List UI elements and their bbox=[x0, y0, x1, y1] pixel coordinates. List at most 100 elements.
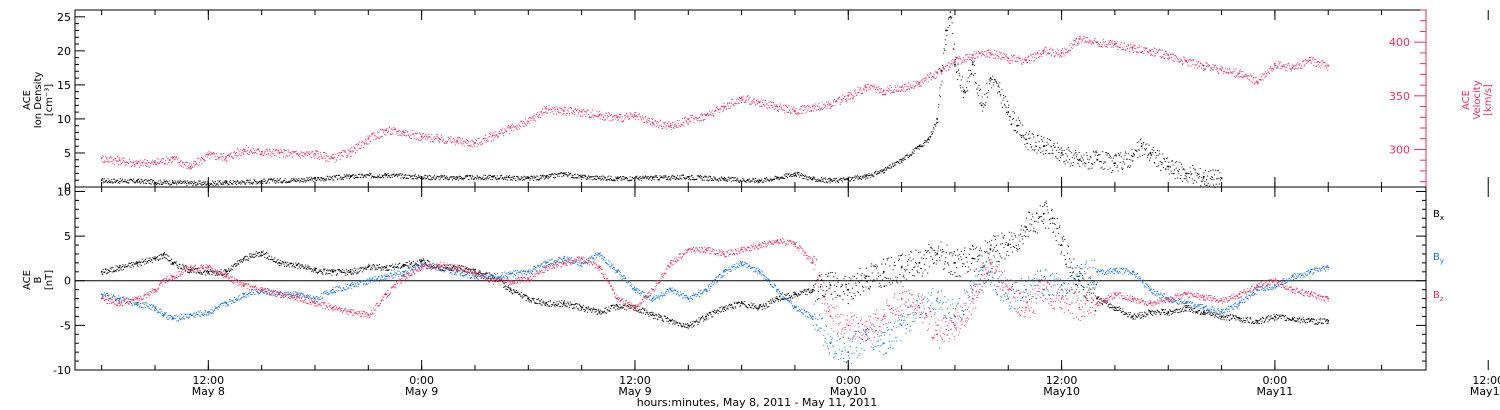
density-fill-dot bbox=[176, 180, 178, 182]
field-tick-label: -5 bbox=[60, 319, 71, 332]
density-fill-dot bbox=[404, 175, 406, 177]
velocity-fill-dot bbox=[372, 133, 374, 135]
velocity-fill-dot bbox=[152, 163, 154, 165]
velocity-fill-dot bbox=[498, 131, 500, 133]
density-fill-dot bbox=[860, 175, 862, 177]
velocity-fill-dot bbox=[481, 142, 483, 144]
density-fill-dot bbox=[229, 181, 231, 183]
density-fill-dot bbox=[729, 177, 731, 179]
density-fill-dot bbox=[1042, 150, 1044, 152]
velocity-point bbox=[545, 107, 547, 110]
velocity-fill-dot bbox=[186, 161, 188, 163]
velocity-fill-dot bbox=[1105, 46, 1107, 48]
velocity-fill-dot bbox=[106, 161, 108, 163]
velocity-fill-dot bbox=[235, 155, 237, 157]
density-fill-dot bbox=[193, 183, 195, 185]
velocity-fill-dot bbox=[503, 135, 505, 137]
density-fill-dot bbox=[157, 182, 159, 184]
velocity-fill-dot bbox=[953, 59, 955, 61]
velocity-fill-dot bbox=[1062, 48, 1064, 50]
velocity-fill-dot bbox=[562, 113, 564, 115]
velocity-fill-dot bbox=[267, 153, 269, 155]
velocity-fill-dot bbox=[423, 135, 425, 137]
bx-fill-dot bbox=[217, 271, 219, 273]
velocity-fill-dot bbox=[324, 152, 326, 154]
density-fill-dot bbox=[493, 176, 495, 178]
density-fill-dot bbox=[909, 154, 911, 156]
velocity-fill-dot bbox=[321, 157, 323, 159]
density-fill-dot bbox=[805, 178, 807, 180]
bx-fill-dot bbox=[153, 258, 155, 260]
velocity-fill-dot bbox=[1008, 57, 1010, 59]
velocity-fill-dot bbox=[352, 150, 354, 152]
density-fill-dot bbox=[217, 180, 219, 182]
velocity-fill-dot bbox=[938, 67, 940, 69]
density-fill-dot bbox=[973, 60, 975, 62]
velocity-fill-dot bbox=[117, 155, 119, 157]
bx-fill-dot bbox=[125, 264, 127, 266]
velocity-fill-dot bbox=[485, 134, 487, 136]
velocity-fill-dot bbox=[850, 94, 852, 96]
density-fill-dot bbox=[895, 162, 897, 164]
velocity-fill-dot bbox=[807, 105, 809, 107]
density-fill-dot bbox=[1096, 151, 1098, 153]
velocity-fill-dot bbox=[1142, 51, 1144, 53]
density-fill-dot bbox=[1204, 181, 1206, 183]
bx-point bbox=[954, 262, 956, 264]
velocity-fill-dot bbox=[774, 104, 776, 106]
velocity-fill-dot bbox=[292, 151, 294, 153]
bx-fill-dot bbox=[205, 274, 207, 276]
density-fill-dot bbox=[437, 176, 439, 178]
velocity-fill-dot bbox=[853, 96, 855, 98]
density-fill-dot bbox=[293, 180, 295, 182]
velocity-fill-dot bbox=[615, 115, 617, 117]
velocity-fill-dot bbox=[228, 154, 230, 156]
velocity-fill-dot bbox=[1259, 78, 1261, 80]
velocity-fill-dot bbox=[1243, 76, 1245, 78]
velocity-fill-dot bbox=[583, 109, 585, 111]
density-fill-dot bbox=[151, 181, 153, 183]
density-fill-dot bbox=[110, 182, 112, 184]
velocity-fill-dot bbox=[543, 112, 545, 114]
velocity-fill-dot bbox=[1177, 61, 1179, 63]
density-fill-dot bbox=[153, 183, 155, 185]
density-fill-dot bbox=[553, 177, 555, 179]
density-fill-dot bbox=[823, 180, 825, 182]
density-fill-dot bbox=[569, 173, 571, 175]
density-fill-dot bbox=[899, 163, 901, 165]
velocity-fill-dot bbox=[863, 88, 865, 90]
velocity-fill-dot bbox=[921, 81, 923, 83]
velocity-fill-dot bbox=[931, 76, 933, 78]
density-fill-dot bbox=[445, 178, 447, 180]
velocity-fill-dot bbox=[361, 141, 363, 143]
density-fill-dot bbox=[1089, 168, 1091, 170]
velocity-fill-dot bbox=[1222, 67, 1224, 69]
density-fill-dot bbox=[772, 179, 774, 181]
density-fill-dot bbox=[449, 176, 451, 178]
velocity-fill-dot bbox=[330, 156, 332, 158]
velocity-point bbox=[989, 52, 992, 54]
density-fill-dot bbox=[323, 180, 325, 182]
velocity-fill-dot bbox=[218, 157, 220, 159]
velocity-fill-dot bbox=[391, 129, 393, 131]
velocity-fill-dot bbox=[505, 130, 507, 132]
velocity-fill-dot bbox=[339, 159, 341, 161]
density-fill-dot bbox=[612, 179, 614, 181]
velocity-fill-dot bbox=[1322, 60, 1324, 62]
velocity-fill-dot bbox=[556, 108, 558, 110]
bx-fill-dot bbox=[170, 263, 172, 265]
density-fill-dot bbox=[478, 177, 480, 179]
velocity-fill-dot bbox=[838, 97, 840, 99]
velocity-fill-dot bbox=[1028, 55, 1030, 57]
velocity-fill-dot bbox=[257, 148, 259, 150]
density-fill-dot bbox=[636, 175, 638, 177]
velocity-fill-dot bbox=[494, 134, 496, 136]
density-fill-dot bbox=[1022, 124, 1024, 126]
density-fill-dot bbox=[1216, 178, 1218, 180]
velocity-fill-dot bbox=[1263, 73, 1265, 75]
velocity-fill-dot bbox=[1272, 68, 1274, 70]
velocity-fill-dot bbox=[1114, 42, 1116, 44]
velocity-fill-dot bbox=[847, 95, 849, 97]
density-fill-dot bbox=[694, 178, 696, 180]
velocity-fill-dot bbox=[748, 99, 750, 101]
